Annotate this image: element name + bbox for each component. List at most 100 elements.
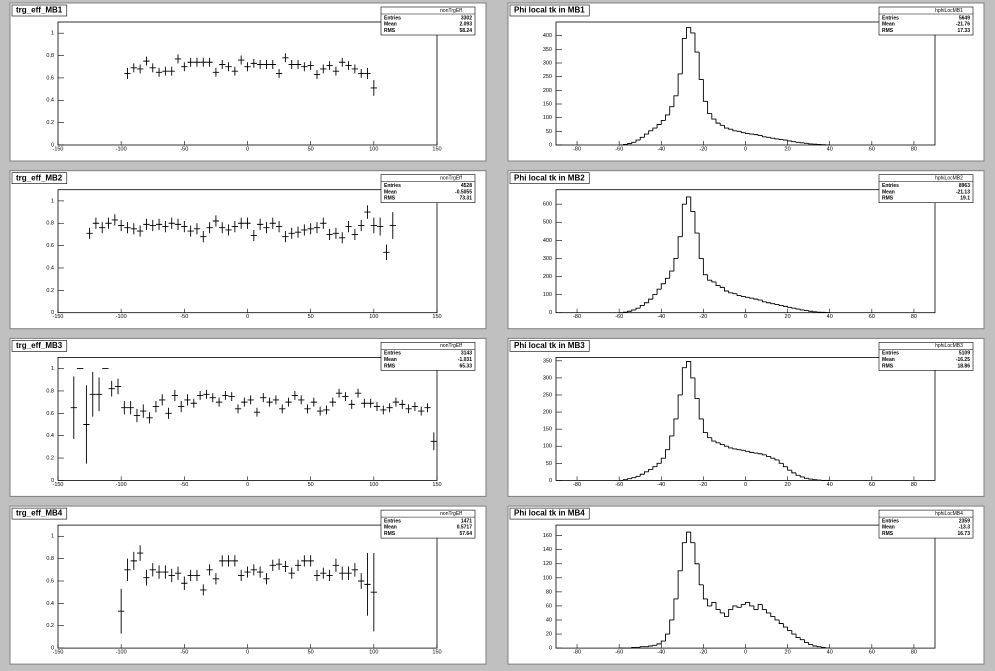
- chart-title: trg_eff_MB4: [16, 509, 63, 518]
- histogram-bin: [690, 196, 695, 212]
- histogram-bin: [643, 302, 649, 306]
- stats-value: -1.031: [458, 357, 472, 363]
- histogram-bin: [635, 307, 641, 310]
- pad: -80 -60 -40 -20 0 20 40 60 80 0 50 100 150 200 250 300 3…: [507, 2, 985, 162]
- data-point: [146, 412, 153, 424]
- data-point: [162, 66, 169, 76]
- data-point: [339, 232, 346, 244]
- histogram-bin: [694, 32, 700, 53]
- histogram-bin: [711, 437, 717, 442]
- x-tick-label: -80: [573, 314, 581, 320]
- histogram-bin: [795, 634, 801, 639]
- histogram-bin: [677, 73, 683, 96]
- histogram-bin: [766, 609, 771, 614]
- data-point: [392, 397, 400, 407]
- x-tick-label: -50: [180, 146, 188, 152]
- data-point: [231, 555, 239, 567]
- data-point: [370, 553, 377, 632]
- data-point: [310, 397, 317, 407]
- histogram-bin: [660, 283, 666, 290]
- histogram-bin: [690, 27, 695, 34]
- stats-value: -13.3: [959, 525, 971, 531]
- data-point: [181, 62, 188, 72]
- histogram-bin: [799, 142, 805, 144]
- y-tick-label: 50: [546, 461, 552, 467]
- histogram-bin: [808, 310, 813, 312]
- plot-frame: [57, 21, 438, 146]
- data-point: [89, 371, 96, 417]
- data-point: [155, 67, 163, 77]
- title-box: [11, 172, 68, 184]
- histogram-bin: [770, 456, 775, 459]
- stats-value: -21.13: [956, 189, 970, 195]
- histogram-bin: [719, 123, 725, 126]
- data-point: [358, 573, 365, 589]
- plot-frame: [555, 21, 936, 146]
- x-tick-label: 40: [827, 482, 833, 488]
- data-point: [351, 64, 359, 74]
- histogram-bin: [627, 310, 632, 313]
- data-point: [219, 60, 226, 69]
- histogram-bin: [766, 136, 771, 138]
- x-tick-label: -80: [573, 482, 581, 488]
- y-tick-label: 0: [51, 310, 54, 316]
- histogram-bin: [753, 298, 759, 300]
- data-point: [200, 584, 207, 596]
- y-tick-label: 0.2: [46, 623, 54, 629]
- data-point: [367, 398, 374, 408]
- histogram-bin: [740, 295, 746, 297]
- stats-label: Entries: [882, 518, 899, 524]
- x-tick-label: -50: [180, 314, 188, 320]
- histogram-bin: [745, 296, 750, 298]
- data-point: [320, 567, 327, 579]
- data-point: [231, 66, 239, 76]
- stats-value: -21.76: [956, 22, 970, 28]
- data-point: [181, 221, 188, 233]
- data-point: [266, 397, 273, 407]
- stats-label: Mean: [882, 357, 895, 363]
- data-point: [70, 376, 77, 440]
- data-point: [256, 218, 264, 230]
- histogram-bin: [694, 211, 700, 234]
- x-tick-label: 40: [827, 146, 833, 152]
- stats-label: Mean: [882, 189, 895, 195]
- x-tick-label: -100: [116, 146, 127, 152]
- histogram-bin: [677, 236, 683, 259]
- stats-box: [878, 342, 974, 371]
- data-point: [411, 402, 419, 412]
- data-point: [332, 227, 340, 239]
- y-tick-label: 0: [549, 646, 552, 652]
- x-tick-label: -100: [116, 650, 127, 656]
- y-tick-label: 0.6: [46, 411, 54, 417]
- histogram-bin: [732, 447, 738, 450]
- stats-value: -16.25: [956, 357, 970, 363]
- data-point: [168, 568, 175, 583]
- data-point: [323, 405, 330, 415]
- stats-label: RMS: [882, 196, 894, 202]
- histogram-bin: [669, 270, 674, 279]
- pad: -150 -100 -50 0 50 100 150 0 0.2 0.4 0.6 0.8 1 trg_ef…: [9, 2, 487, 162]
- pad: -80 -60 -40 -20 0 20 40 60 80 0 20 40 60 80 100 120 140 1…: [507, 505, 985, 665]
- y-tick-label: 1: [51, 198, 54, 204]
- data-point: [332, 66, 340, 76]
- data-point: [298, 395, 305, 405]
- data-point: [212, 573, 220, 585]
- x-tick-label: -60: [615, 650, 623, 656]
- y-tick-label: 0.4: [46, 265, 54, 271]
- histogram-bin: [681, 542, 687, 571]
- data-point: [345, 61, 352, 71]
- data-point: [386, 403, 393, 413]
- x-tick-label: 50: [308, 146, 314, 152]
- data-point: [206, 222, 213, 234]
- chart-title: Phi local tk in MB4: [514, 509, 585, 518]
- data-point: [269, 217, 276, 229]
- data-point: [358, 219, 365, 232]
- y-tick-label: 400: [543, 33, 552, 39]
- chart-title: Phi local tk in MB3: [514, 341, 585, 350]
- stats-label: Entries: [384, 15, 401, 21]
- data-point: [187, 57, 194, 67]
- histogram-bin: [656, 288, 662, 295]
- histogram-bin: [622, 144, 628, 145]
- y-tick-label: 80: [546, 589, 552, 595]
- pad: -150 -100 -50 0 50 100 150 0 0.2 0.4 0.6 0.8 1 trg_ef…: [9, 505, 487, 665]
